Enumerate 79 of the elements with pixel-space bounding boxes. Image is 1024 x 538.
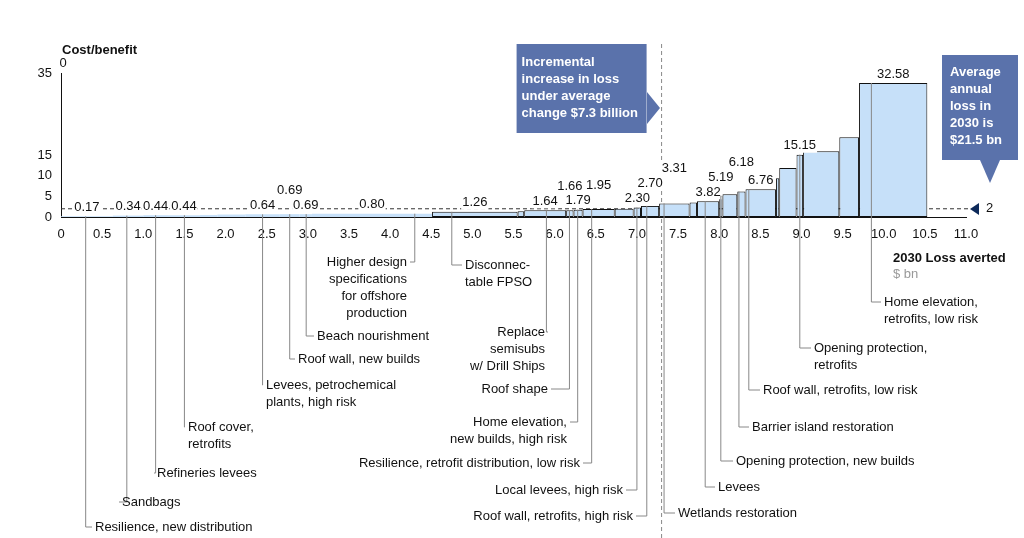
annotation: Refineries levees	[157, 464, 258, 480]
x-tick-label: 7.5	[669, 226, 688, 242]
data-label: 0.34	[115, 198, 141, 214]
data-label: 3.31	[661, 160, 687, 176]
data-label: 1.95	[586, 177, 612, 193]
x-tick-label: 9.0	[792, 226, 811, 242]
data-label: 15.15	[783, 137, 817, 153]
annotation: Levees, petrochemical plants, high risk	[266, 376, 397, 409]
annotation: Home elevation, new builds, high risk	[449, 413, 568, 446]
annotation: Resilience, new distribution	[95, 518, 253, 534]
annotation: Replace semisubs w/ Drill Ships	[468, 323, 546, 373]
x-tick-label: 10.0	[871, 226, 897, 242]
annotation: Home elevation, retrofits, low risk	[884, 293, 979, 326]
annotation: Sandbags	[122, 493, 182, 509]
data-label: 1.66	[557, 177, 583, 193]
y-tick-label: 35	[37, 64, 52, 80]
data-label: 1.64	[532, 192, 558, 208]
data-label: 0.69	[293, 196, 319, 212]
annotation: Opening protection, retrofits	[814, 339, 928, 372]
x-tick-label: 3.0	[298, 226, 317, 242]
data-label: 2.70	[637, 175, 663, 191]
ref-line-label: 2	[986, 200, 994, 216]
annotation: Resilience, retrofit distribution, low risk	[358, 454, 581, 470]
x-tick-label: 1.5	[175, 226, 194, 242]
data-label: 6.76	[748, 171, 774, 187]
x-tick-label: 4.0	[381, 226, 400, 242]
annotation: Disconnec- table FPSO	[465, 256, 533, 289]
x-tick-label: 7.0	[627, 226, 646, 242]
ref-line-label: Incremental increase in loss under average change $7.3 billion	[521, 53, 638, 120]
y-tick-label: 10	[37, 167, 52, 183]
annotation: Average annual loss in 2030 is $21.5 bn	[950, 63, 1003, 147]
data-label: 5.19	[708, 168, 734, 184]
x-tick-label: 6.5	[586, 226, 605, 242]
data-label: 0.69	[277, 181, 303, 197]
annotation: Levees	[718, 478, 761, 494]
annotation: Wetlands restoration	[678, 504, 797, 520]
data-label: 32.58	[876, 65, 910, 81]
annotation: Opening protection, new builds	[736, 452, 915, 468]
data-label: 2.30	[624, 190, 650, 206]
x-tick-label: 5.5	[504, 226, 523, 242]
x-tick-label: 2.0	[216, 226, 235, 242]
x-tick-label: 8.5	[751, 226, 770, 242]
data-label: 1.79	[565, 192, 591, 208]
data-label: 0.17	[74, 198, 100, 214]
text: $ bn	[893, 265, 919, 281]
x-tick-label: 3.5	[339, 226, 358, 242]
x-tick-label: 0.5	[93, 226, 112, 242]
annotation: Local levees, high risk	[495, 481, 624, 497]
x-tick-label: 10.5	[912, 226, 938, 242]
x-tick-label: 8.0	[710, 226, 729, 242]
data-label: 3.82	[695, 183, 721, 199]
text: 0	[59, 54, 67, 70]
data-label: 0.44	[142, 197, 169, 213]
data-label: 6.18	[728, 153, 755, 169]
x-tick-label: 9.5	[833, 226, 852, 242]
data-label: 0.44	[171, 197, 197, 213]
data-label: 0.80	[359, 196, 385, 212]
y-axis-title: Cost/benefit	[62, 41, 138, 57]
data-label: 1.26	[462, 194, 488, 210]
annotation: Higher design specifications for offshore production	[326, 253, 408, 320]
annotation: Roof wall, retrofits, low risk	[763, 381, 919, 397]
x-tick-label: 1.0	[134, 226, 153, 242]
annotation: Roof cover, retrofits	[188, 418, 254, 451]
x-axis-title: 2030 Loss averted	[893, 249, 1006, 265]
annotation: Roof shape	[481, 380, 548, 396]
x-tick-label: 2.5	[257, 226, 276, 242]
x-tick-label: 4.5	[422, 226, 441, 242]
y-tick-label: 15	[37, 146, 52, 162]
x-tick-label: 6.0	[545, 226, 564, 242]
x-tick-label: 11.0	[953, 226, 979, 242]
y-tick-label: 0	[44, 208, 52, 224]
y-tick-label: 5	[44, 188, 52, 204]
x-tick-label: 5.0	[463, 226, 482, 242]
annotation: Barrier island restoration	[752, 418, 894, 434]
annotation: Roof wall, retrofits, high risk	[473, 507, 634, 523]
annotation: Beach nourishment	[317, 327, 430, 343]
annotation: Roof wall, new builds	[298, 350, 421, 366]
data-label: 0.64	[249, 196, 276, 212]
x-tick-label: 0	[57, 226, 65, 242]
